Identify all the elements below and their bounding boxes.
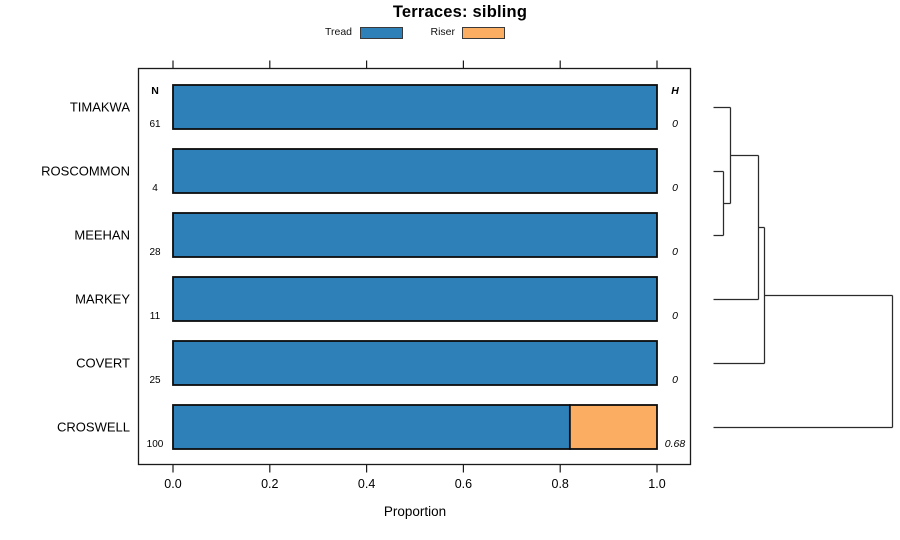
n-value-roscommon: 4	[152, 183, 158, 194]
x-tick-label: 0.8	[552, 477, 569, 491]
n-value-croswell: 100	[147, 439, 164, 450]
h-value-meehan: 0	[672, 246, 678, 258]
category-label-croswell: CROSWELL	[57, 420, 130, 435]
bar-timakwa-tread	[172, 84, 658, 130]
n-value-covert: 25	[149, 375, 161, 386]
category-label-roscommon: ROSCOMMON	[41, 164, 130, 179]
h-value-covert: 0	[672, 374, 678, 386]
n-value-markey: 11	[150, 311, 161, 322]
n-column-header: N	[151, 85, 159, 97]
h-value-timakwa: 0	[672, 118, 678, 130]
legend-swatch-tread-icon	[360, 27, 403, 39]
bar-croswell-tread	[172, 404, 571, 450]
bar-meehan-tread	[172, 212, 658, 258]
h-value-roscommon: 0	[672, 182, 678, 194]
n-value-timakwa: 61	[149, 119, 161, 130]
plot-frame	[137, 67, 692, 466]
x-tick-label: 0.6	[455, 477, 472, 491]
h-value-croswell: 0.68	[665, 438, 686, 450]
h-value-markey: 0	[672, 310, 678, 322]
category-label-markey: MARKEY	[75, 292, 130, 307]
category-label-covert: COVERT	[76, 356, 130, 371]
chart-title: Terraces: sibling	[392, 3, 528, 21]
n-value-meehan: 28	[149, 247, 161, 258]
x-tick-label: 0.0	[164, 477, 181, 491]
legend-swatch-riser-icon	[462, 27, 505, 39]
legend-label-riser: Riser	[430, 26, 455, 38]
x-tick-label: 0.2	[261, 477, 278, 491]
legend-label-tread: Tread	[324, 26, 352, 38]
x-axis-title: Proportion	[384, 504, 446, 519]
x-tick-label: 0.4	[358, 477, 375, 491]
bar-roscommon-tread	[172, 148, 658, 194]
bar-markey-tread	[172, 276, 658, 322]
category-label-timakwa: TIMAKWA	[70, 100, 131, 115]
bar-croswell-riser	[568, 404, 658, 450]
x-tick-label: 1.0	[648, 477, 665, 491]
category-label-meehan: MEEHAN	[74, 228, 130, 243]
bar-covert-tread	[172, 340, 658, 386]
h-column-header: H	[671, 85, 679, 97]
